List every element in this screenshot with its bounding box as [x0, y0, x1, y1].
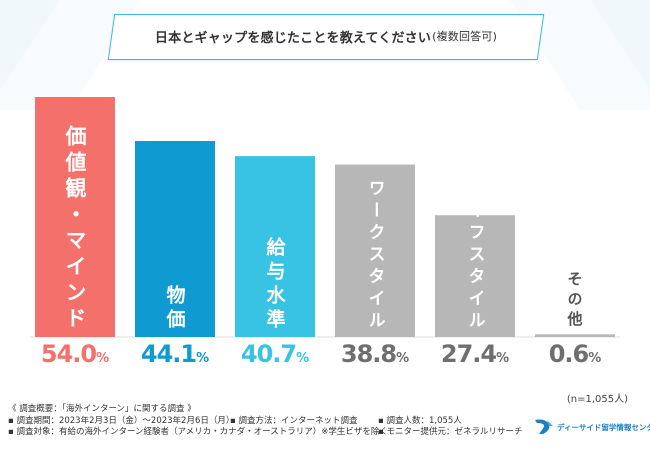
value-unit: %	[196, 351, 210, 366]
value-unit: %	[296, 351, 310, 366]
value-number: 54.0	[40, 340, 97, 368]
value-unit: %	[496, 351, 510, 366]
value-label: 44.1%	[130, 340, 220, 368]
bar-5	[435, 215, 515, 337]
value-label: 27.4%	[430, 340, 520, 368]
survey-count: ▪ 調査人数：1,055人	[378, 415, 462, 426]
survey-target: ▪ 調査対象：有給の海外インターン経験者（アメリカ・カナダ・オーストラリア）※学…	[8, 427, 388, 437]
chart-title-sub: (複数回答可)	[432, 30, 498, 43]
survey-footer: 《 調査概要：「海外インターン」に関する調査 》 ▪ 調査期間：2023年2月3…	[8, 404, 522, 439]
value-number: 0.6	[548, 340, 590, 368]
value-label: 40.7%	[230, 340, 320, 368]
company-logo[interactable]: ディーサイド留学情報センター	[533, 418, 650, 436]
category-label: 価値観・マインド	[63, 125, 87, 333]
category-label: 給与水準	[263, 237, 286, 333]
value-label: 54.0%	[30, 340, 120, 368]
sample-size-label: (n=1,055人)	[566, 394, 628, 405]
bar-2	[135, 141, 215, 337]
value-number: 40.7	[240, 340, 297, 368]
chart-title: 日本とギャップを感じたことを教えてください (複数回答可)	[111, 14, 541, 58]
value-label: 0.6%	[530, 340, 620, 368]
logo-mark-icon	[535, 419, 553, 434]
category-label: その他	[565, 271, 584, 331]
value-label: 38.8%	[330, 340, 420, 368]
survey-period: ▪ 調査期間：2023年2月3日（金）～2023年2月6日（月）	[8, 415, 235, 426]
category-label: ワークスタイル	[364, 179, 385, 333]
bar-3	[235, 156, 315, 337]
bar-1	[35, 97, 115, 337]
survey-method: ▪ 調査方法：インターネット調査	[230, 415, 358, 426]
value-unit: %	[396, 351, 410, 366]
logo-text: ディーサイド留学情報センター	[557, 422, 650, 432]
survey-provider: ▪ モニター提供元：ゼネラルリサーチ	[378, 427, 523, 437]
bar-4	[335, 164, 415, 337]
value-unit: %	[96, 351, 110, 366]
bar-6	[535, 334, 615, 337]
value-unit: %	[588, 351, 602, 366]
category-label: 物価	[163, 285, 186, 333]
survey-overview: 《 調査概要：「海外インターン」に関する調査 》	[8, 404, 196, 414]
value-number: 27.4	[440, 340, 497, 368]
chart-title-main: 日本とギャップを感じたことを教えてください	[154, 30, 432, 46]
value-number: 44.1	[140, 340, 197, 368]
category-label: ライフスタイル	[464, 179, 485, 333]
value-number: 38.8	[340, 340, 397, 368]
